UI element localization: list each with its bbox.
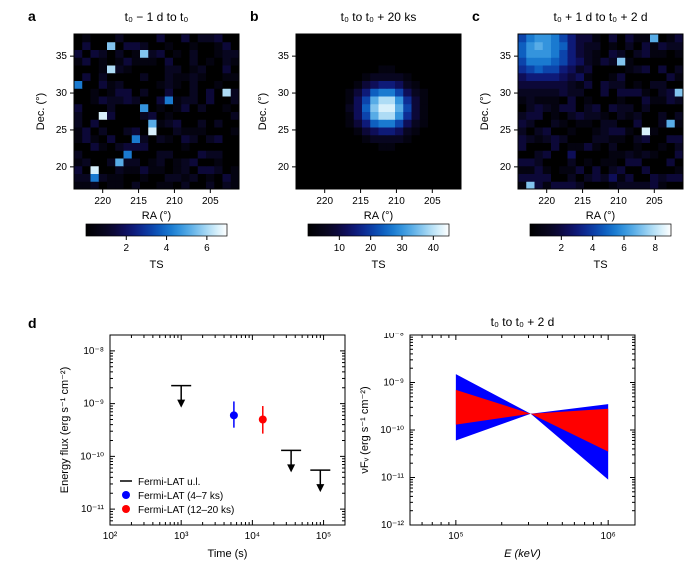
ylabel-c: Dec. (°) — [479, 93, 491, 130]
d-right-xlabel: E (keV) — [504, 548, 541, 560]
svg-text:10⁵: 10⁵ — [448, 531, 463, 542]
panel-d-left-svg: 10² 10³ 10⁴ 10⁵ 10⁻⁸ 10⁻⁹ 10⁻¹⁰ 10⁻¹¹ Fermi-LAT … — [55, 333, 360, 573]
svg-text:10⁻⁹: 10⁻⁹ — [83, 399, 104, 410]
svg-text:205: 205 — [646, 196, 663, 207]
svg-text:10⁻⁹: 10⁻⁹ — [383, 378, 404, 389]
svg-text:30: 30 — [396, 243, 408, 254]
heatmap-svg-c: 22021521020520253035RA (°)Dec. (°) — [472, 8, 685, 233]
svg-text:10⁵: 10⁵ — [316, 531, 331, 542]
panel-title-a: t₀ − 1 d to t₀ — [74, 10, 239, 24]
svg-text:35: 35 — [500, 51, 512, 62]
legend-item: Fermi-LAT (12–20 ks) — [138, 505, 234, 516]
svg-text:6: 6 — [204, 243, 210, 254]
svg-text:35: 35 — [56, 51, 68, 62]
svg-text:220: 220 — [316, 196, 333, 207]
ylabel-a: Dec. (°) — [35, 93, 47, 130]
colorbar-svg-a: 2 4 6 TS — [28, 220, 243, 275]
svg-text:20: 20 — [500, 162, 512, 173]
svg-text:35: 35 — [278, 51, 290, 62]
svg-text:10⁻¹⁰: 10⁻¹⁰ — [80, 451, 104, 462]
svg-text:10²: 10² — [103, 531, 118, 542]
svg-text:10³: 10³ — [174, 531, 189, 542]
d-right-ylabel: νFᵥ (erg s⁻¹ cm⁻²) — [359, 386, 371, 473]
svg-text:215: 215 — [130, 196, 147, 207]
svg-text:205: 205 — [202, 196, 219, 207]
svg-text:8: 8 — [653, 243, 659, 254]
panel-d-right-svg: 10⁵ 10⁶ 10⁻⁸ 10⁻⁹ 10⁻¹⁰ 10⁻¹¹ 10⁻¹² E (keV) νFᵥ … — [355, 333, 650, 573]
heatmap-svg-b: 22021521020520253035RA (°)Dec. (°) — [250, 8, 465, 233]
heatmap-c — [518, 34, 684, 190]
svg-text:205: 205 — [424, 196, 441, 207]
svg-text:2: 2 — [559, 243, 565, 254]
svg-text:10⁻¹¹: 10⁻¹¹ — [81, 504, 105, 515]
svg-text:10: 10 — [334, 243, 346, 254]
d-left-xlabel: Time (s) — [208, 548, 248, 560]
svg-text:25: 25 — [278, 125, 290, 136]
panel-c: c t₀ + 1 d to t₀ + 2 d 220 215 210 205 20 25 30 3… — [472, 8, 685, 233]
heatmap-svg-a: 22021521020520253035RA (°)Dec. (°) — [28, 8, 243, 233]
panel-title-b: t₀ to t₀ + 20 ks — [296, 10, 461, 24]
panel-label-a: a — [28, 8, 36, 24]
svg-text:30: 30 — [56, 88, 68, 99]
legend-item: Fermi-LAT u.l. — [138, 477, 200, 488]
svg-text:4: 4 — [590, 243, 596, 254]
svg-text:25: 25 — [500, 125, 512, 136]
panel-d-right-title: t₀ to t₀ + 2 d — [410, 315, 635, 329]
svg-text:10⁻⁸: 10⁻⁸ — [83, 346, 104, 357]
svg-text:210: 210 — [388, 196, 405, 207]
colorbar-label-b: TS — [371, 259, 385, 271]
svg-text:10⁻⁸: 10⁻⁸ — [383, 333, 404, 341]
svg-text:10⁻¹²: 10⁻¹² — [381, 520, 405, 531]
svg-text:30: 30 — [500, 88, 512, 99]
svg-text:25: 25 — [56, 125, 68, 136]
svg-text:215: 215 — [574, 196, 591, 207]
svg-text:220: 220 — [94, 196, 111, 207]
panel-a: at₀ − 1 d to t₀22021521020520253035RA (°… — [28, 8, 243, 233]
panel-label-d: d — [28, 315, 37, 331]
svg-text:20: 20 — [278, 162, 290, 173]
colorbar-svg-b: 10 20 30 40 TS — [250, 220, 465, 275]
colorbar-label-c: TS — [593, 259, 607, 271]
svg-text:10⁴: 10⁴ — [245, 531, 260, 542]
svg-text:2: 2 — [124, 243, 130, 254]
svg-text:10⁻¹¹: 10⁻¹¹ — [381, 473, 405, 484]
svg-text:40: 40 — [428, 243, 440, 254]
panel-label-c: c — [472, 8, 480, 24]
svg-text:210: 210 — [610, 196, 627, 207]
svg-text:20: 20 — [56, 162, 68, 173]
svg-text:6: 6 — [621, 243, 627, 254]
figure-container: at₀ − 1 d to t₀22021521020520253035RA (°… — [0, 0, 685, 582]
d-left-ylabel: Energy flux (erg s⁻¹ cm⁻²) — [59, 367, 71, 494]
svg-text:30: 30 — [278, 88, 290, 99]
panel-b: bt₀ to t₀ + 20 ks22021521020520253035RA … — [250, 8, 465, 233]
svg-text:10⁶: 10⁶ — [601, 531, 616, 542]
colorbar-svg-c: 2 4 6 8 TS — [472, 220, 685, 275]
panel-title-c: t₀ + 1 d to t₀ + 2 d — [518, 10, 683, 24]
svg-text:220: 220 — [538, 196, 555, 207]
heatmap-b — [296, 34, 462, 190]
ylabel-b: Dec. (°) — [257, 93, 269, 130]
panel-label-b: b — [250, 8, 259, 24]
legend-item: Fermi-LAT (4–7 ks) — [138, 491, 223, 502]
svg-text:210: 210 — [166, 196, 183, 207]
heatmap-a — [74, 34, 240, 190]
colorbar-label-a: TS — [149, 259, 163, 271]
svg-text:20: 20 — [365, 243, 377, 254]
svg-text:4: 4 — [164, 243, 170, 254]
svg-text:215: 215 — [352, 196, 369, 207]
svg-text:10⁻¹⁰: 10⁻¹⁰ — [380, 425, 404, 436]
